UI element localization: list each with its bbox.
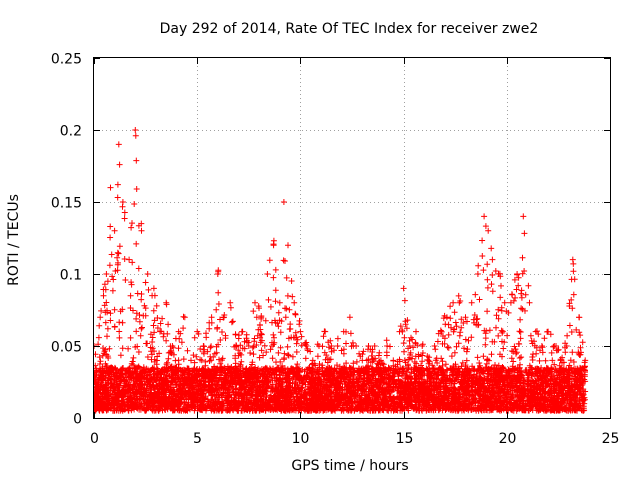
- y-tick-label: 0.1: [60, 268, 82, 284]
- chart-title: Day 292 of 2014, Rate Of TEC Index for r…: [160, 21, 539, 37]
- y-tick-label: 0.2: [60, 124, 82, 140]
- scatter-markers: [93, 127, 589, 414]
- x-tick-label: 25: [602, 431, 620, 447]
- data-points: [93, 127, 589, 414]
- y-axis-label: ROTI / TECUs: [6, 194, 22, 286]
- x-axis-label: GPS time / hours: [291, 458, 408, 474]
- y-tick-label: 0.25: [51, 52, 82, 68]
- y-tick-labels: 0 0.05 0.1 0.15 0.2 0.25: [51, 52, 82, 428]
- y-tick-label: 0.05: [51, 340, 82, 356]
- axis-ticks: [94, 58, 611, 419]
- x-tick-labels: 0 5 10 15 20 25: [90, 431, 619, 447]
- y-tick-label: 0: [73, 412, 82, 428]
- x-tick-label: 10: [292, 431, 310, 447]
- x-tick-label: 20: [499, 431, 517, 447]
- y-tick-label: 0.15: [51, 196, 82, 212]
- x-tick-label: 5: [193, 431, 202, 447]
- grid: [94, 58, 610, 418]
- x-tick-label: 0: [90, 431, 99, 447]
- plot-frame: [93, 57, 611, 419]
- x-tick-label: 15: [396, 431, 414, 447]
